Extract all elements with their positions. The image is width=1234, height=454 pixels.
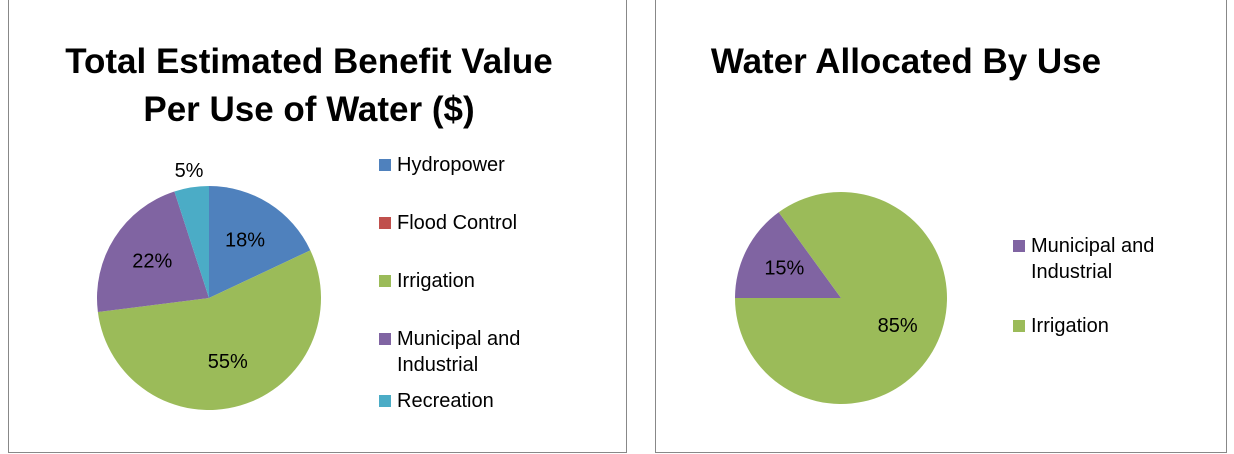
legend-swatch [379, 275, 391, 287]
data-label: 55% [208, 351, 248, 373]
legend-item: Flood Control [379, 210, 594, 236]
data-label: 18% [225, 230, 265, 252]
data-label: 15% [764, 257, 804, 279]
data-label: 5% [175, 160, 204, 182]
pie-slice [97, 250, 321, 410]
pie-slice [174, 186, 209, 298]
legend-item: Irrigation [1013, 313, 1213, 339]
legend-entry: Hydropower [379, 152, 594, 178]
legend-label: Recreation [397, 390, 494, 412]
legend-entry: Recreation [379, 388, 594, 414]
chart-panel: Total Estimated Benefit Value Per Use of… [8, 0, 627, 453]
legend-item: Irrigation [379, 268, 594, 294]
legend-entry: Flood Control [379, 210, 594, 236]
legend-item: Hydropower [379, 152, 594, 178]
legend-entry: Irrigation [379, 268, 594, 294]
data-label: 22% [132, 250, 172, 272]
legend-label: Flood Control [397, 212, 518, 234]
chart-title: Total Estimated Benefit Value Per Use of… [65, 42, 553, 129]
legend-swatch [379, 159, 391, 171]
legend-swatch [379, 395, 391, 407]
legend-item: Municipal and Industrial [1013, 233, 1213, 285]
legend-swatch [379, 217, 391, 229]
legend-label: Hydropower [397, 154, 505, 176]
legend-swatch [379, 333, 391, 345]
legend-swatch [1013, 240, 1025, 252]
chart-panel: Water Allocated By Use 15% 85% Municipal an… [655, 0, 1227, 453]
legend-swatch [1013, 320, 1025, 332]
legend-item: Recreation [379, 388, 594, 414]
legend-entry: Irrigation [1013, 313, 1213, 339]
data-label: 85% [878, 315, 918, 337]
pie-slice [97, 191, 209, 313]
legend-entry: Municipal and Industrial [1013, 233, 1213, 285]
legend-label: Irrigation [397, 270, 475, 292]
pie-area: 18% 55% 22% 5% [97, 160, 321, 410]
chart-title: Water Allocated By Use [710, 42, 1102, 81]
pie-area: 15% 85% [735, 192, 947, 404]
legend-entry: Municipal and Industrial [379, 326, 594, 378]
pie-slice [735, 192, 947, 404]
legend-item: Municipal and Industrial [379, 326, 594, 378]
legend-label: Municipal and Industrial [1031, 235, 1155, 283]
legend-label: Irrigation [1031, 315, 1109, 337]
pie-slice [735, 212, 841, 298]
legend-label: Municipal and Industrial [397, 328, 521, 376]
pie-slice [209, 186, 311, 298]
